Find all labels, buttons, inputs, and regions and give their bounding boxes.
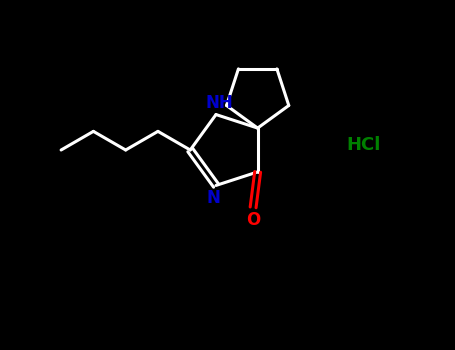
Text: N: N <box>207 189 221 207</box>
Text: O: O <box>246 211 260 229</box>
Text: HCl: HCl <box>347 136 381 154</box>
Text: NH: NH <box>206 94 233 112</box>
